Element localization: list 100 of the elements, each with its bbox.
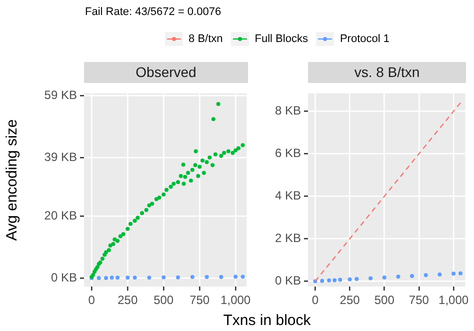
x-axis-title: Txns in block: [222, 312, 312, 329]
point: [213, 152, 218, 156]
point: [204, 275, 209, 280]
x-tick-label: 1,000: [438, 293, 469, 308]
point: [147, 276, 152, 280]
point: [210, 163, 215, 168]
point: [458, 271, 462, 276]
point: [172, 182, 176, 186]
x-tick-label: 0: [312, 293, 319, 308]
point: [410, 274, 414, 278]
point: [126, 276, 130, 280]
point: [128, 222, 132, 226]
y-tick-label: 8 KB: [274, 104, 301, 118]
point: [136, 216, 140, 220]
point: [182, 182, 186, 186]
point: [348, 277, 352, 282]
point: [188, 178, 193, 183]
point: [234, 274, 238, 279]
point: [424, 273, 428, 278]
point: [186, 170, 190, 175]
point: [116, 238, 120, 243]
point: [147, 203, 152, 208]
chart-title: vs. 8 B/txn: [308, 62, 466, 83]
legend-label: Full Blocks: [254, 33, 308, 45]
legend-label: 8 B/txn: [188, 33, 223, 45]
point: [236, 146, 240, 150]
legend-label: Protocol 1: [340, 33, 390, 45]
y-tick-label: 20 KB: [44, 208, 77, 222]
point: [208, 155, 212, 160]
point: [452, 272, 456, 276]
point: [121, 232, 126, 236]
point: [106, 248, 111, 252]
point: [240, 143, 245, 148]
point: [240, 274, 245, 279]
point: [116, 276, 120, 280]
point: [110, 276, 114, 280]
y-tick-label: 39 KB: [44, 150, 77, 164]
text: Fail Rate: 43/5672 = 0.0076: [85, 6, 222, 18]
point: [230, 150, 235, 155]
point: [332, 278, 337, 282]
point: [168, 184, 173, 189]
point: [132, 218, 137, 223]
point: [164, 188, 168, 192]
point: [190, 168, 194, 172]
point: [354, 276, 359, 281]
x-tick-label: 1,000: [220, 293, 251, 308]
point: [234, 148, 238, 152]
point: [438, 272, 442, 276]
point: [104, 276, 108, 280]
point: [194, 149, 198, 154]
point: [112, 237, 117, 242]
y-tick-label: 0 KB: [274, 274, 301, 288]
x-tick-label: 250: [118, 293, 138, 308]
point: [104, 250, 108, 254]
y-tick-label: 4 KB: [274, 188, 301, 203]
point: [216, 102, 220, 106]
x-tick-label: 250: [340, 293, 360, 308]
point: [190, 275, 194, 280]
y-tick-label: 0 KB: [50, 270, 77, 284]
point: [222, 150, 226, 155]
point: [126, 226, 130, 231]
point: [382, 275, 386, 280]
point: [211, 117, 216, 122]
point: [91, 272, 96, 277]
point: [219, 154, 224, 158]
point: [202, 170, 206, 175]
point: [219, 275, 224, 280]
point: [204, 160, 209, 164]
x-tick-label: 750: [408, 293, 430, 308]
point: [338, 278, 342, 282]
point: [368, 276, 373, 280]
point: [157, 196, 162, 200]
point: [176, 180, 180, 184]
point: [162, 192, 166, 197]
point: [181, 162, 186, 167]
x-tick-label: 500: [154, 293, 174, 308]
point: [320, 278, 324, 283]
point: [327, 278, 332, 282]
point: [100, 256, 104, 261]
x-tick-label: 750: [190, 293, 210, 308]
point: [396, 274, 400, 279]
point: [176, 275, 180, 280]
x-tick-label: 500: [374, 293, 395, 308]
point: [200, 158, 204, 163]
point: [144, 208, 148, 212]
point: [118, 234, 122, 238]
y-axis-title: Avg encoding size: [4, 119, 20, 241]
chart-title: Observed: [84, 62, 248, 83]
point: [150, 202, 154, 206]
y-tick-label: 2 KB: [274, 231, 301, 246]
point: [226, 149, 230, 154]
point: [111, 242, 116, 246]
y-tick-label: 59 KB: [44, 88, 77, 102]
point: [196, 174, 200, 178]
point: [183, 174, 188, 179]
point: [198, 164, 202, 169]
point: [162, 275, 166, 280]
x-tick-label: 0: [88, 293, 96, 308]
y-tick-label: 6 KB: [274, 146, 301, 160]
point: [140, 211, 144, 216]
